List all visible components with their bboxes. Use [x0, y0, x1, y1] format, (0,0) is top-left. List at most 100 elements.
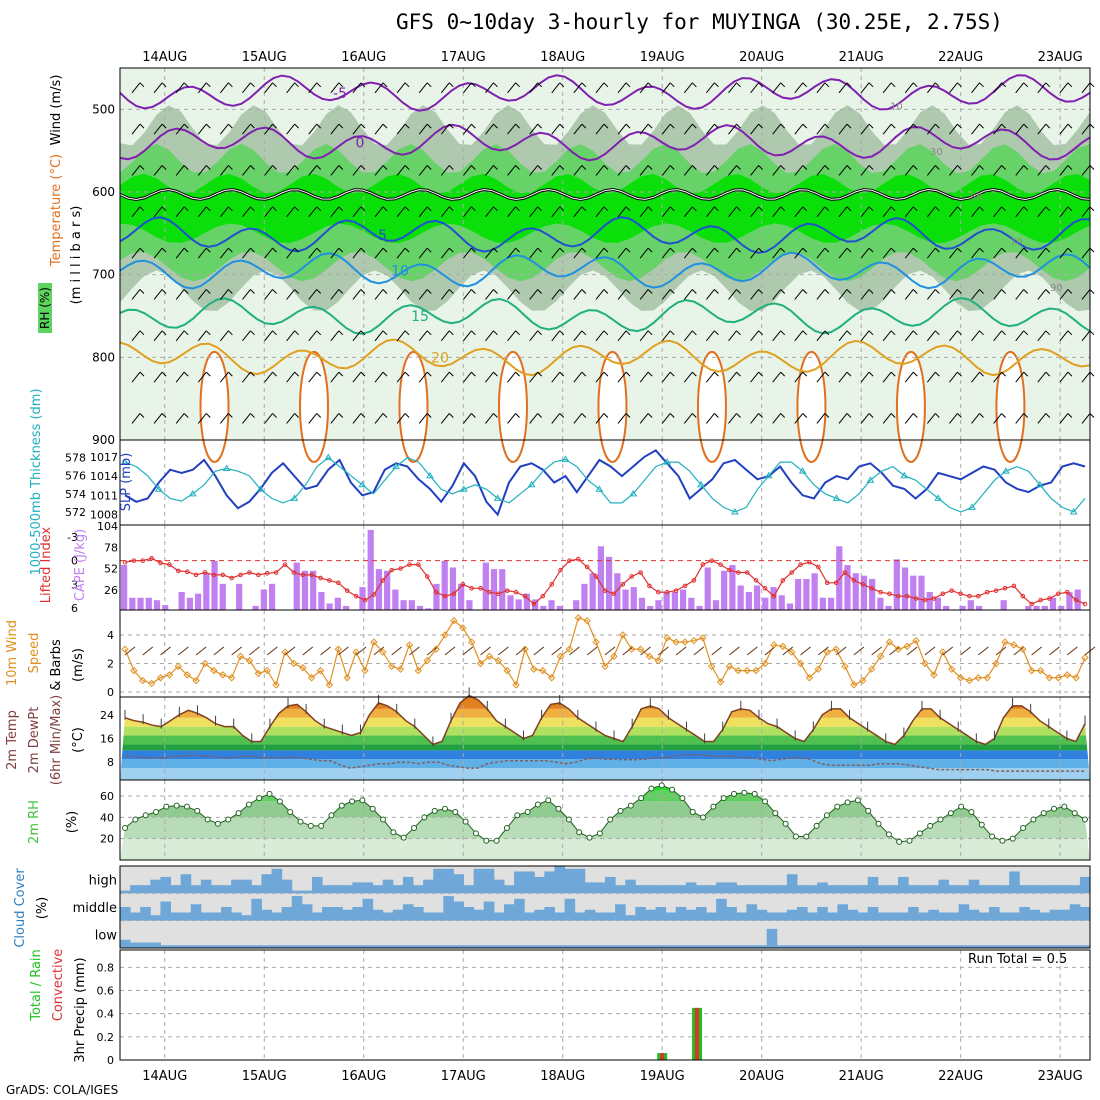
wind-barb	[1037, 330, 1047, 342]
wind-barb	[1067, 123, 1073, 129]
wind-barb	[957, 371, 962, 377]
wind-barb	[934, 371, 940, 377]
wind-barb	[286, 289, 296, 300]
wind-barb	[860, 289, 870, 300]
wind-barb	[573, 371, 583, 383]
cloud-cover-cell	[756, 945, 768, 948]
wind-barb	[890, 330, 896, 336]
wind-barb	[669, 371, 675, 377]
wind-barb	[175, 289, 185, 300]
wind-barb	[617, 371, 627, 383]
wind-barb	[824, 123, 830, 129]
rh-point	[421, 814, 428, 821]
lifted-index-point	[744, 570, 750, 575]
wind-barb	[758, 123, 763, 129]
cape-bar	[523, 593, 531, 610]
wind-speed-point	[387, 662, 396, 671]
wind-barb	[448, 413, 454, 418]
wind-barb	[728, 413, 737, 424]
wind-barb	[551, 123, 561, 135]
wind-barb	[485, 82, 494, 94]
cape-bar	[433, 583, 440, 610]
surface-wind-barb	[1013, 646, 1025, 656]
rh-point	[431, 807, 438, 814]
wind-barb	[250, 289, 255, 294]
cloud-cover-cell	[564, 868, 576, 894]
cloud-cover-cell	[837, 945, 848, 948]
rh-point	[503, 825, 510, 831]
wind-barb	[493, 165, 498, 170]
wind-barb	[860, 247, 870, 259]
wind-barb	[529, 123, 539, 135]
cloud-cover-cell	[615, 904, 626, 921]
wind-barb	[772, 413, 782, 424]
rh-point	[152, 809, 159, 815]
wind-barb	[316, 330, 322, 336]
cloud-cover-cell	[706, 885, 717, 894]
wind-barb	[264, 413, 273, 424]
cloud-cover-cell	[807, 912, 818, 921]
wind-barb	[1045, 123, 1051, 129]
wind-barb	[471, 206, 476, 212]
wind-barb	[316, 123, 322, 129]
wind-barb	[750, 330, 759, 342]
wind-barb	[360, 206, 366, 212]
thickness-point	[663, 458, 672, 465]
wind-barb	[418, 247, 428, 259]
wind-barb	[175, 165, 185, 176]
surface-wind-barb	[746, 646, 758, 656]
wind-barb	[868, 289, 874, 294]
wind-speed-point	[476, 659, 485, 668]
wind-barb	[780, 330, 786, 336]
wind-barb	[714, 330, 719, 336]
cloud-cover-cell	[342, 909, 353, 921]
wind-barb	[250, 330, 255, 336]
wind-speed-point	[974, 674, 983, 682]
cloud-cover-cell	[392, 909, 404, 921]
wind-speed-point	[805, 674, 814, 682]
wind-barb	[603, 82, 609, 88]
cloud-cover-cell	[544, 907, 555, 921]
wind-barb	[706, 165, 715, 176]
wind-barb	[426, 206, 432, 212]
rh-point	[968, 809, 975, 815]
wind-barb	[993, 82, 1003, 94]
wind-barb	[647, 82, 653, 88]
thickness-point	[1002, 467, 1010, 474]
wind-speed-point	[1054, 674, 1063, 682]
lifted-index-point	[620, 582, 626, 587]
wind-speed-point	[192, 676, 200, 685]
wind-barb	[272, 165, 277, 170]
wind-speed-point	[939, 648, 947, 656]
temperature-band	[120, 697, 1090, 709]
lifted-index-point	[504, 588, 510, 593]
temperature-axis-label: (°C)	[71, 727, 86, 753]
wind-barb	[794, 289, 804, 300]
lifted-index-point	[931, 596, 937, 601]
wind-barb	[294, 371, 300, 377]
wind-barb	[816, 206, 826, 218]
wind-barb	[183, 289, 189, 294]
wind-barb	[772, 206, 782, 218]
wind-barb	[816, 330, 826, 342]
wind-barb	[316, 413, 322, 418]
wind-barb	[714, 371, 719, 377]
cloud-cover-cell	[281, 945, 293, 948]
lifted-index-point	[727, 567, 732, 573]
cape-bar	[548, 600, 555, 610]
wind-barb	[448, 123, 454, 129]
rh-band	[120, 838, 1090, 860]
rh-point	[916, 830, 923, 837]
wind-barb	[131, 82, 141, 94]
cloud-cover-cell	[776, 885, 788, 894]
lifted-index-point	[140, 558, 146, 563]
wind-barb	[131, 123, 141, 135]
wind-barb	[794, 165, 804, 176]
wind-barb	[493, 289, 498, 294]
date-tick-bottom: 18AUG	[540, 1069, 585, 1084]
wind-barb	[294, 123, 300, 129]
wind-barb	[882, 82, 892, 94]
rh-point	[710, 803, 717, 810]
cloud-cover-cell	[746, 885, 758, 894]
cape-bar	[375, 569, 383, 610]
